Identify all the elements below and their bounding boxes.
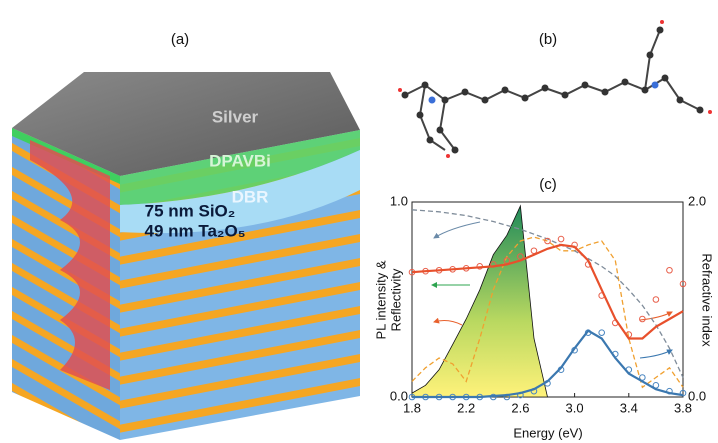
data-point — [599, 330, 605, 336]
side-group — [440, 100, 455, 150]
spectra-chart: (c) Energy (eV) PL intensity & Reflectiv… — [373, 176, 714, 440]
side-group — [645, 30, 660, 90]
layer-label: 75 nm SiO₂ — [145, 201, 236, 220]
layer-label: DPAVBi — [209, 151, 271, 170]
side-group — [665, 78, 700, 110]
figure: (a) Silver DPAVBi DBR 75 nm SiO₂ 49 nm T… — [0, 0, 718, 443]
y2-tick-label: 0.0 — [688, 388, 706, 403]
data-point — [653, 297, 659, 303]
dashed-line — [412, 237, 683, 387]
data-point — [640, 316, 646, 322]
arrow — [434, 321, 462, 325]
y-axis-label: PL intensity & — [373, 260, 388, 339]
y-tick-label: 0.0 — [390, 388, 408, 403]
arrow — [640, 350, 672, 358]
device-illustration: (a) Silver DPAVBi DBR 75 nm SiO₂ 49 nm T… — [12, 31, 360, 440]
x-tick-label: 2.6 — [511, 400, 529, 415]
y-tick-label: 1.0 — [390, 193, 408, 208]
fit-line — [412, 245, 683, 339]
layer-label: Silver — [212, 107, 259, 126]
molecule: (b) — [398, 20, 712, 158]
panel-label: (b) — [539, 31, 557, 48]
panel-label: (a) — [171, 31, 189, 48]
arrow — [434, 222, 480, 238]
pl-area — [412, 206, 548, 397]
x-axis-label: Energy (eV) — [513, 425, 582, 440]
y2-tick-label: 2.0 — [688, 193, 706, 208]
y-axis-label: Reflectivity — [388, 268, 403, 331]
data-point — [558, 236, 564, 242]
x-tick-label: 3.4 — [620, 400, 638, 415]
panel-label: (c) — [539, 176, 557, 193]
layer-label: 49 nm Ta₂O₅ — [144, 221, 245, 240]
x-tick-label: 2.2 — [457, 400, 475, 415]
layer-label: DBR — [232, 187, 269, 206]
y2-axis-label: Refractive index — [700, 253, 715, 347]
data-point — [667, 267, 673, 273]
x-tick-label: 3.0 — [566, 400, 584, 415]
